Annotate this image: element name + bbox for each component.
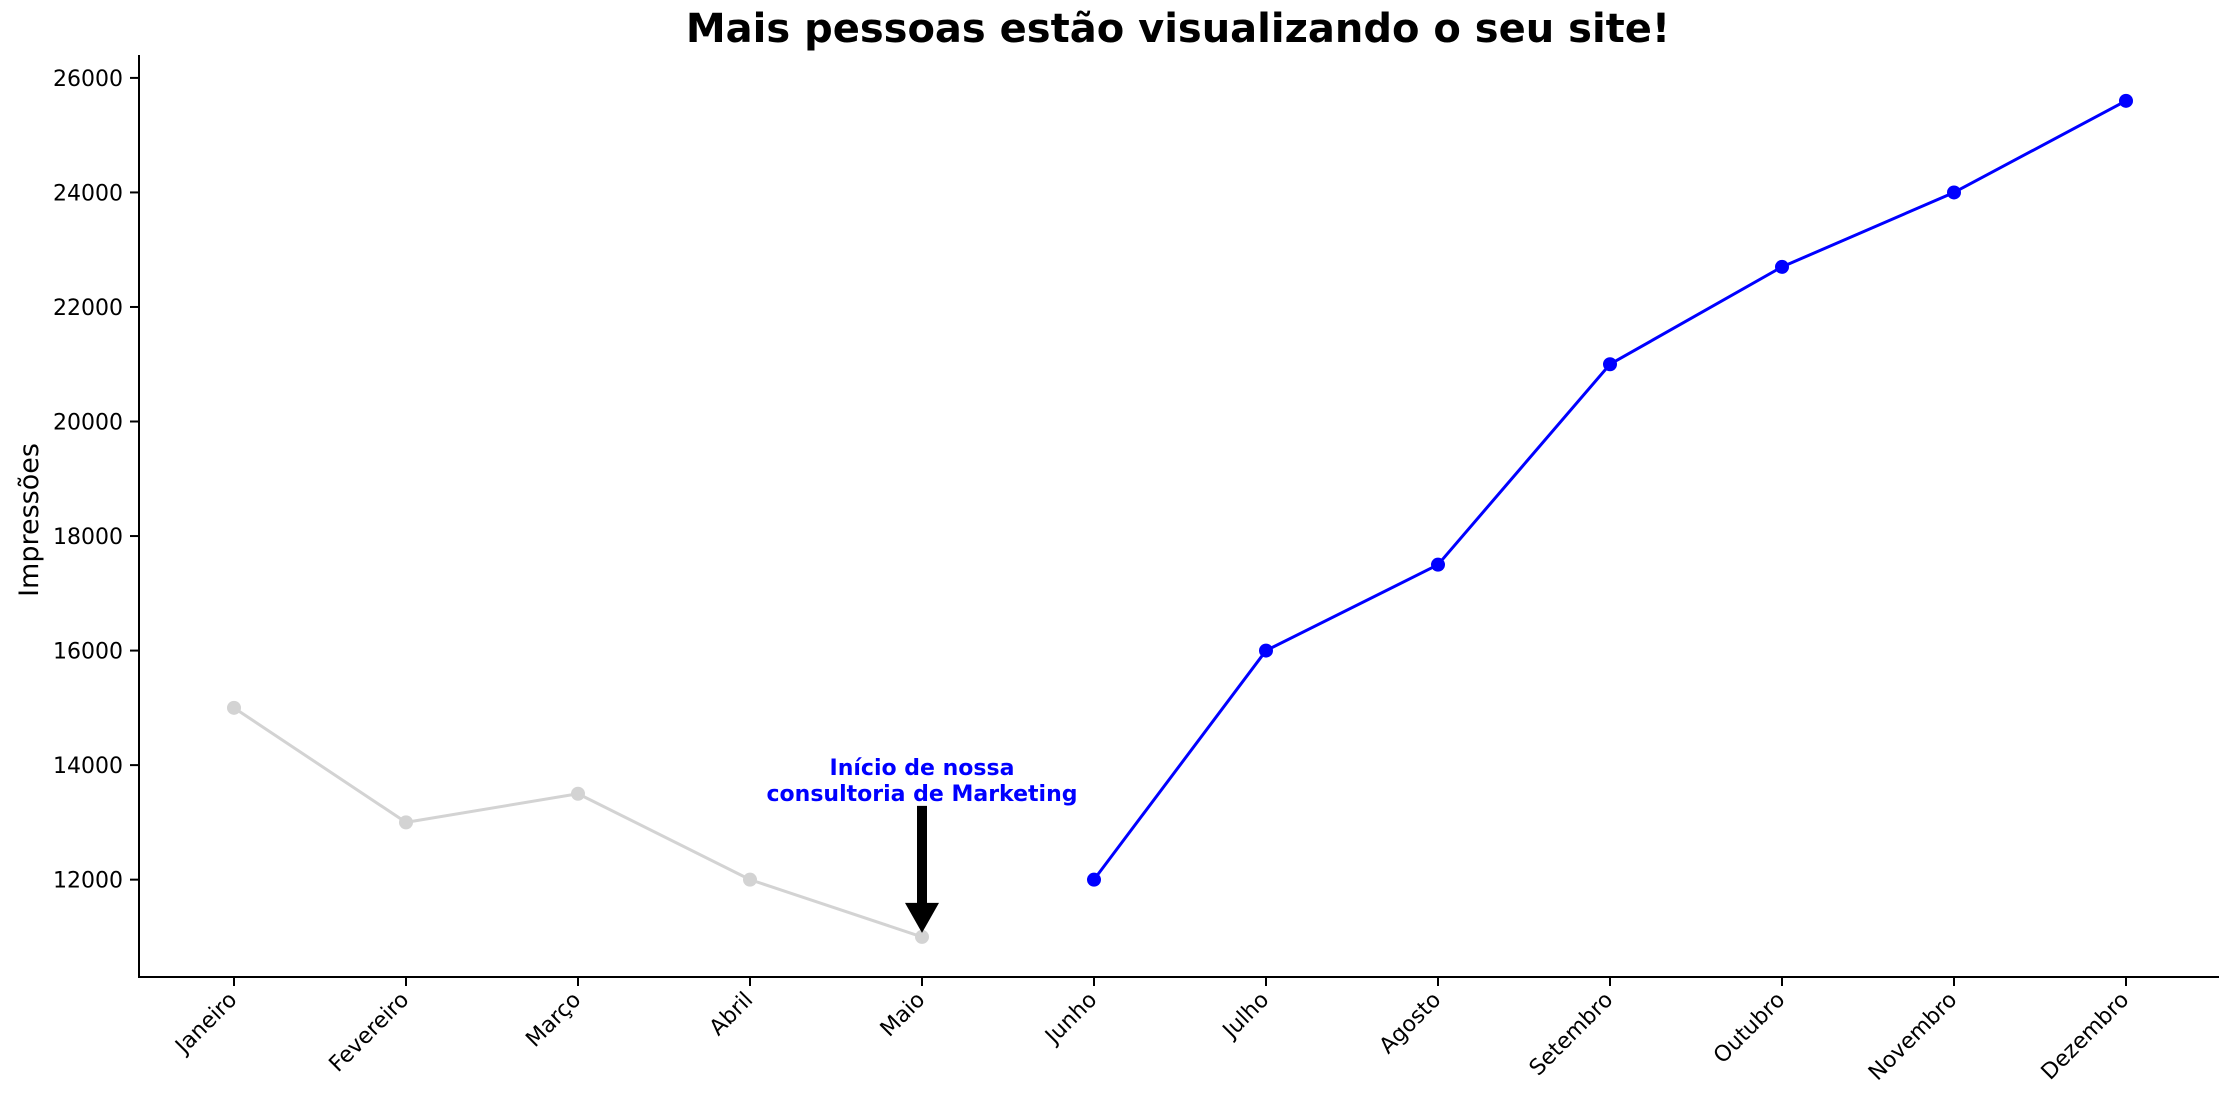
x-tick-label: Fevereiro [325, 988, 415, 1078]
y-ticks: 12000 14000 16000 18000 20000 22000 24000 26000 [53, 67, 139, 894]
data-point [743, 872, 757, 887]
y-tick-label: 16000 [53, 640, 123, 665]
y-tick-label: 18000 [53, 525, 123, 550]
x-tick-label: Julho [1217, 988, 1274, 1045]
annotation-text-line: consultoria de Marketing [767, 782, 1078, 807]
y-tick-label: 26000 [53, 67, 123, 92]
y-tick-label: 14000 [53, 754, 123, 779]
x-tick-label: Novembro [1864, 988, 1962, 1086]
x-tick-label: Setembro [1525, 988, 1618, 1081]
data-point [915, 929, 929, 944]
x-ticks: Janeiro Fevereiro Março Abril Maio Junho Julho… [170, 977, 2135, 1086]
annotation-text-line: Início de nossa [830, 756, 1015, 781]
series-line-0 [233, 706, 923, 939]
data-point [2119, 93, 2133, 108]
data-point [1947, 185, 1961, 200]
y-tick-label: 22000 [53, 296, 123, 321]
x-tick-label: Março [521, 988, 586, 1053]
x-tick-label: Agosto [1375, 988, 1446, 1059]
y-tick-label: 24000 [53, 181, 123, 206]
annotation-arrow [905, 805, 939, 933]
chart-title: Mais pessoas estão visualizando o seu si… [686, 6, 1670, 52]
axes [138, 55, 2219, 978]
data-point [1431, 557, 1445, 572]
x-tick-label: Junho [1039, 988, 1102, 1051]
y-axis-label: Impressões [14, 443, 45, 597]
series-layer [227, 93, 2133, 944]
series-line-1 [1092, 99, 2127, 881]
x-tick-label: Maio [876, 988, 930, 1042]
data-point [1603, 357, 1617, 372]
x-tick-label: Outubro [1709, 988, 1790, 1069]
x-tick-label: Abril [705, 988, 758, 1041]
data-point [1775, 259, 1789, 274]
y-tick-label: 20000 [53, 411, 123, 436]
data-point [399, 815, 413, 830]
x-tick-label: Janeiro [170, 988, 243, 1061]
data-point [1259, 643, 1273, 658]
x-tick-label: Dezembro [2037, 988, 2135, 1086]
y-tick-label: 12000 [53, 869, 123, 894]
data-point [1087, 872, 1101, 887]
data-point [227, 700, 241, 715]
data-point [571, 786, 585, 801]
